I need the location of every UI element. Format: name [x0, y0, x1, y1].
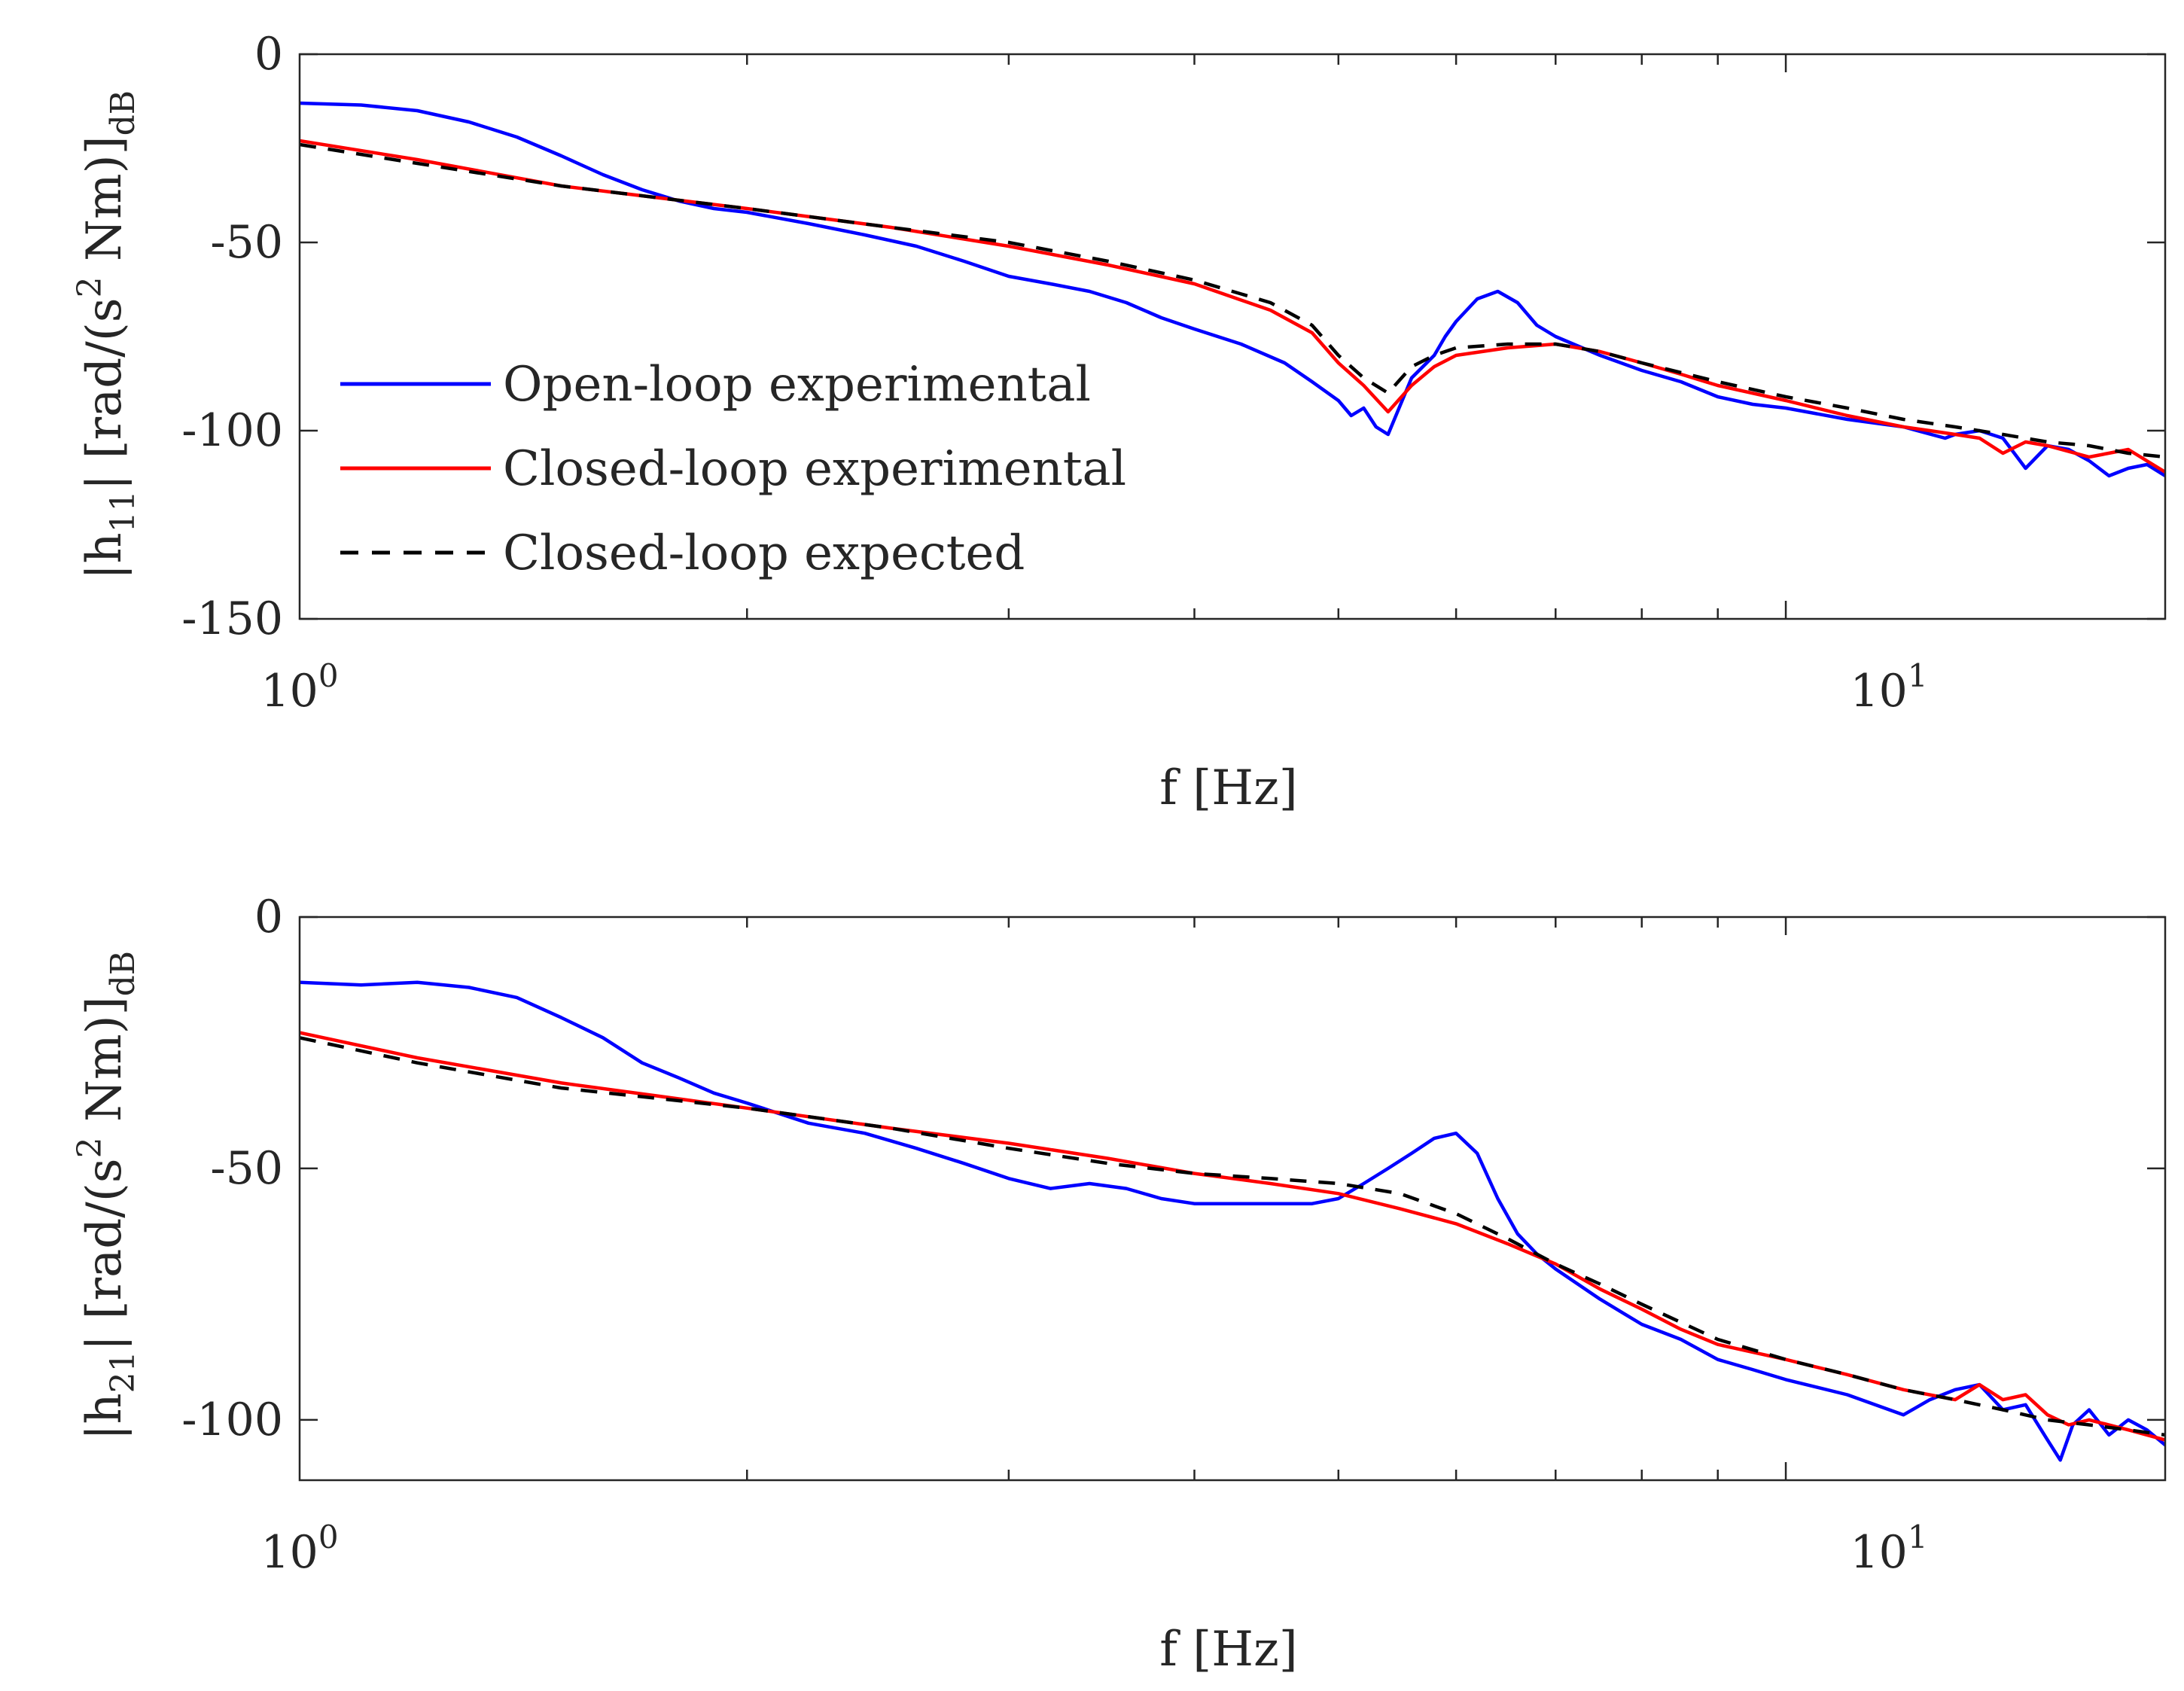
top-chart-x-axis-label: f [Hz]: [1159, 760, 1298, 816]
top-chart-y-tick-label: -100: [181, 404, 283, 457]
top-chart-x-tick-label-1: 100: [260, 657, 338, 718]
top-chart-y-tick-label: -150: [181, 593, 283, 645]
bottom-chart-series: [300, 980, 2165, 1462]
top-chart-y-axis-label: |h11| [rad/(s2 Nm)]dB: [71, 90, 142, 580]
bottom-chart-y-axis-label: |h21| [rad/(s2 Nm)]dB: [71, 951, 142, 1440]
bottom-chart-y-tick-label: -50: [210, 1142, 283, 1195]
top-chart-y-tick-labels: 0 -50 -100 -150: [181, 28, 283, 645]
legend-label-expected: Closed-loop expected: [503, 526, 1025, 581]
bottom-chart-series-closed-loop-expected: [300, 1036, 2165, 1437]
bottom-chart-axes-box: [298, 916, 2167, 1482]
bottom-chart-y-tick-label: -100: [181, 1394, 283, 1446]
top-chart-series-closed-loop-experimental: [300, 139, 2165, 474]
top-chart-series-open-loop-experimental: [300, 101, 2165, 478]
bottom-chart-y-tick-labels: 0 -50 -100: [181, 891, 283, 1446]
legend-entry-expected: Closed-loop expected: [340, 526, 1025, 581]
top-chart-axes-box: [298, 53, 2167, 620]
top-chart-series-closed-loop-expected: [300, 142, 2165, 459]
legend-label-open-loop: Open-loop experimental: [503, 357, 1091, 413]
bottom-chart-panel: 0 -50 -100 100 101 f [Hz] |h21| [rad/(s2 N…: [71, 891, 2167, 1677]
top-chart-panel: 0 -50 -100 -150 100 101 f [Hz] |h11| [rad/(…: [71, 28, 2167, 816]
bottom-chart-y-tick-label: 0: [254, 891, 283, 943]
bottom-chart-x-tick-label-1: 100: [260, 1519, 338, 1579]
bottom-chart-series-open-loop-experimental: [300, 980, 2165, 1462]
legend-entry-closed-loop: Closed-loop experimental: [340, 441, 1126, 497]
top-chart-series: [300, 101, 2165, 478]
top-chart-x-tick-label-2: 101: [1850, 657, 1927, 718]
bottom-chart-x-tick-label-2: 101: [1850, 1519, 1927, 1579]
legend: Open-loop experimental Closed-loop exper…: [340, 357, 1126, 581]
top-chart-y-tick-label: 0: [254, 28, 283, 81]
top-chart-y-tick-label: -50: [210, 216, 283, 269]
legend-entry-open-loop: Open-loop experimental: [340, 357, 1091, 413]
legend-label-closed-loop: Closed-loop experimental: [503, 441, 1126, 497]
bottom-chart-series-closed-loop-experimental: [300, 1031, 2165, 1442]
bottom-chart-x-axis-label: f [Hz]: [1159, 1622, 1298, 1677]
